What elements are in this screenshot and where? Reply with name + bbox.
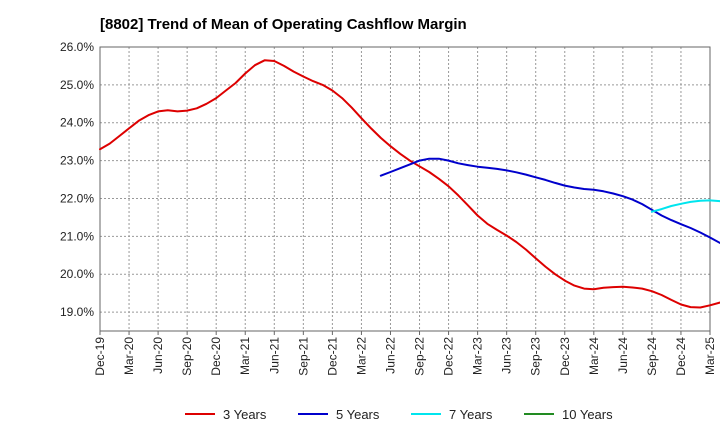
x-tick-label: Mar-24: [587, 337, 601, 375]
x-tick-label: Jun-22: [383, 337, 397, 374]
x-tick-label: Sep-24: [645, 337, 659, 376]
x-axis: Dec-19 Mar-20 Jun-20 Sep-20 Dec-20 Mar-21 Jun-…: [93, 331, 717, 376]
plot-area: [99, 46, 711, 332]
x-tick-label: Jun-20: [151, 337, 165, 374]
x-tick-label: Dec-23: [558, 337, 572, 376]
x-tick-label: Dec-20: [209, 337, 223, 376]
y-tick-label: 24.0%: [60, 116, 94, 130]
x-tick-label: Mar-21: [238, 337, 252, 375]
x-tick-label: Mar-20: [122, 337, 136, 375]
y-tick-label: 21.0%: [60, 229, 94, 243]
legend-label: 5 Years: [336, 407, 380, 422]
series-line-5-years: [379, 157, 720, 245]
chart-title: [8802] Trend of Mean of Operating Cashfl…: [100, 16, 467, 33]
y-tick-label: 26.0%: [60, 40, 94, 54]
x-tick-label: Sep-22: [413, 337, 427, 376]
y-tick-label: 20.0%: [60, 267, 94, 281]
x-tick-label: Mar-23: [471, 337, 485, 375]
grid: [100, 47, 710, 331]
x-tick-label: Jun-23: [500, 337, 514, 374]
series-line-7-years: [650, 199, 720, 213]
y-axis: 19.0% 20.0% 21.0% 22.0% 23.0% 24.0% 25.0% 26.0%: [60, 40, 94, 319]
y-tick-label: 19.0%: [60, 305, 94, 319]
x-tick-label: Dec-19: [93, 337, 107, 376]
x-tick-label: Jun-21: [267, 337, 281, 374]
x-tick-label: Mar-25: [703, 337, 717, 375]
y-tick-label: 23.0%: [60, 154, 94, 168]
legend: 3 Years 5 Years 7 Years 10 Years: [185, 407, 613, 422]
y-tick-label: 22.0%: [60, 191, 94, 205]
x-tick-label: Dec-21: [325, 337, 339, 376]
x-tick-label: Mar-22: [354, 337, 368, 375]
legend-label: 3 Years: [223, 407, 267, 422]
series-line-3-years: [99, 59, 720, 309]
x-tick-label: Dec-24: [674, 337, 688, 376]
x-tick-label: Sep-23: [529, 337, 543, 376]
y-tick-label: 25.0%: [60, 78, 94, 92]
x-tick-label: Sep-21: [296, 337, 310, 376]
x-tick-label: Dec-22: [442, 337, 456, 376]
x-tick-label: Jun-24: [616, 337, 630, 374]
x-tick-label: Sep-20: [180, 337, 194, 376]
legend-label: 7 Years: [449, 407, 493, 422]
series-lines: [99, 59, 720, 309]
legend-label: 10 Years: [562, 407, 613, 422]
